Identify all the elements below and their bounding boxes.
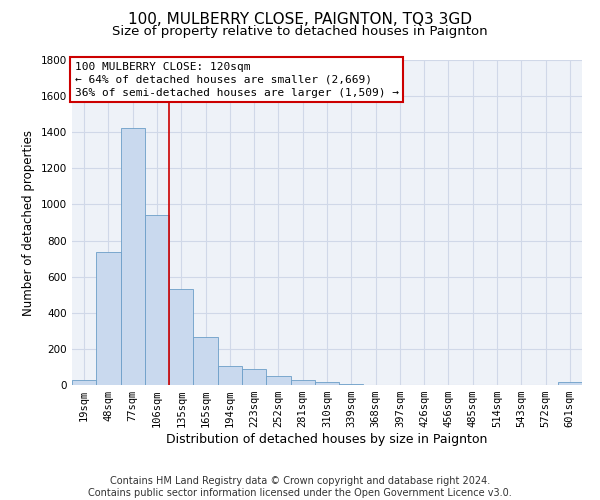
Y-axis label: Number of detached properties: Number of detached properties: [22, 130, 35, 316]
Text: Contains HM Land Registry data © Crown copyright and database right 2024.
Contai: Contains HM Land Registry data © Crown c…: [88, 476, 512, 498]
Bar: [242, 369, 266, 385]
Text: 100 MULBERRY CLOSE: 120sqm
← 64% of detached houses are smaller (2,669)
36% of s: 100 MULBERRY CLOSE: 120sqm ← 64% of deta…: [74, 62, 398, 98]
Bar: [96, 252, 121, 385]
Bar: [290, 380, 315, 385]
Text: Size of property relative to detached houses in Paignton: Size of property relative to detached ho…: [112, 25, 488, 38]
Bar: [339, 384, 364, 385]
Bar: [315, 382, 339, 385]
Bar: [169, 290, 193, 385]
Bar: [121, 128, 145, 385]
Bar: [218, 366, 242, 385]
Bar: [266, 376, 290, 385]
Text: 100, MULBERRY CLOSE, PAIGNTON, TQ3 3GD: 100, MULBERRY CLOSE, PAIGNTON, TQ3 3GD: [128, 12, 472, 28]
X-axis label: Distribution of detached houses by size in Paignton: Distribution of detached houses by size …: [166, 433, 488, 446]
Bar: [193, 337, 218, 385]
Bar: [558, 382, 582, 385]
Bar: [72, 380, 96, 385]
Bar: [145, 216, 169, 385]
